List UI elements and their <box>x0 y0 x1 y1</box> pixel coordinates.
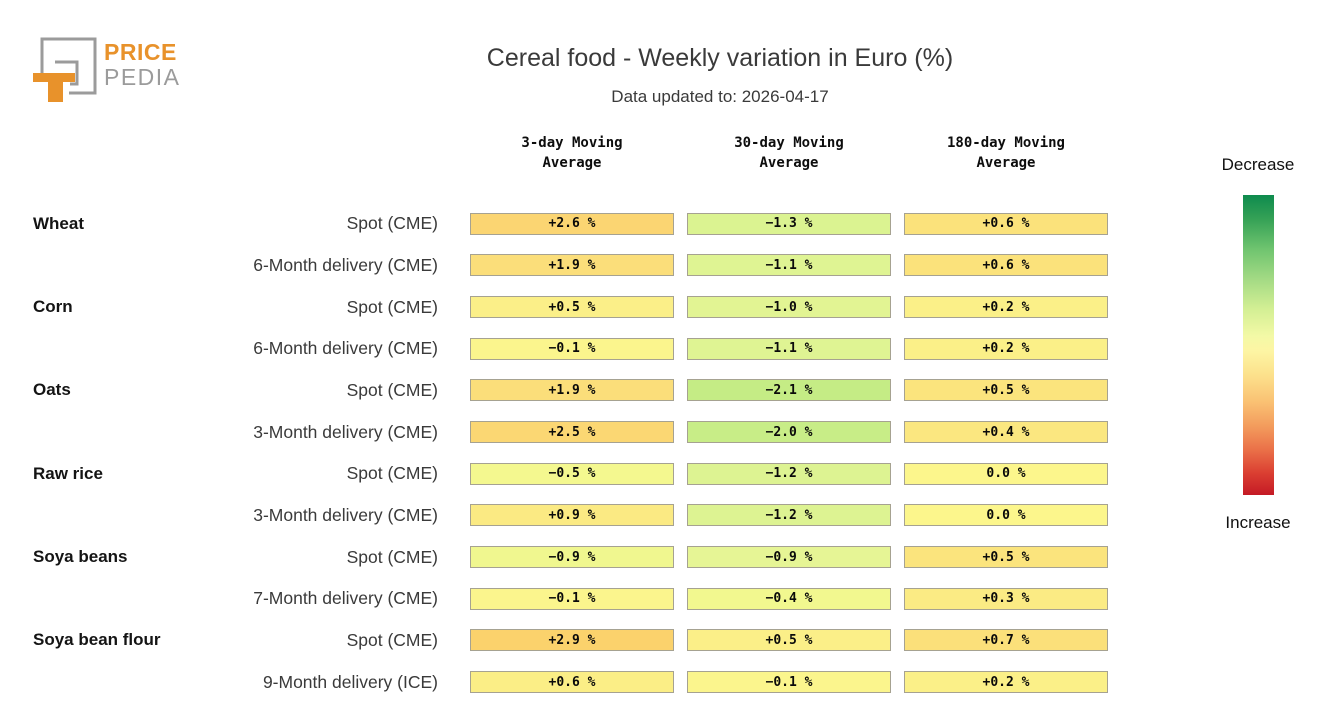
row-label-cell: 7-Month delivery (CME) <box>33 588 457 609</box>
column-headers: 3-day Moving Average 30-day Moving Averag… <box>0 133 1108 173</box>
pricepedia-logo-icon <box>33 37 97 102</box>
heatmap-cell: +1.9 % <box>470 254 674 277</box>
heatmap-cell: 0.0 % <box>904 504 1108 527</box>
contract-label: Spot (CME) <box>346 629 438 650</box>
commodity-group-label: Raw rice <box>33 463 103 483</box>
heatmap-cell: +2.6 % <box>470 212 674 235</box>
row-label-cell: 9-Month delivery (ICE) <box>33 672 457 693</box>
heatmap-cell: +1.9 % <box>470 379 674 402</box>
contract-label: 6-Month delivery (CME) <box>253 338 438 359</box>
row-label-cell: Oats Spot (CME) <box>33 380 457 401</box>
heatmap-cell: 0.0 % <box>904 462 1108 485</box>
heatmap-cell: +0.2 % <box>904 671 1108 694</box>
legend-decrease-label: Decrease <box>1221 155 1295 174</box>
heatmap-cell: +0.6 % <box>904 212 1108 235</box>
heatmap-cell: −0.1 % <box>687 671 891 694</box>
table-row: Raw rice Spot (CME) −0.5 % −1.2 % 0.0 % <box>0 453 1108 495</box>
table-row: Wheat Spot (CME) +2.6 % −1.3 % +0.6 % <box>0 203 1108 245</box>
heatmap-cell: −0.1 % <box>470 587 674 610</box>
row-label-cell: 6-Month delivery (CME) <box>33 338 457 359</box>
heatmap-cell: +2.5 % <box>470 421 674 444</box>
heatmap-cell: −0.4 % <box>687 587 891 610</box>
commodity-group-label: Soya beans <box>33 547 128 567</box>
heatmap-cell: −1.1 % <box>687 337 891 360</box>
heatmap-table: Wheat Spot (CME) +2.6 % −1.3 % +0.6 % 6-Month… <box>0 203 1108 703</box>
contract-label: Spot (CME) <box>346 379 438 400</box>
row-label-cell: Soya beans Spot (CME) <box>33 547 457 568</box>
heatmap-cell: −2.0 % <box>687 421 891 444</box>
row-label-cell: 6-Month delivery (CME) <box>33 255 457 276</box>
heatmap-cell: −0.1 % <box>470 337 674 360</box>
row-label-cell: Raw rice Spot (CME) <box>33 463 457 484</box>
heatmap-cell: +0.9 % <box>470 504 674 527</box>
row-label-cell: Corn Spot (CME) <box>33 297 457 318</box>
chart-title: Cereal food - Weekly variation in Euro (… <box>486 44 954 72</box>
table-row: 3-Month delivery (CME) +2.5 % −2.0 % +0.4 % <box>0 411 1108 453</box>
table-row: 3-Month delivery (CME) +0.9 % −1.2 % 0.0 % <box>0 495 1108 537</box>
chart-subtitle: Data updated to: 2026-04-17 <box>611 87 829 106</box>
contract-label: Spot (CME) <box>346 213 438 234</box>
table-row: 6-Month delivery (CME) −0.1 % −1.1 % +0.2 % <box>0 328 1108 370</box>
table-row: 6-Month delivery (CME) +1.9 % −1.1 % +0.6 % <box>0 245 1108 287</box>
heatmap-cell: +0.5 % <box>904 379 1108 402</box>
column-header-2: 180-day Moving Average <box>946 135 1065 171</box>
heatmap-cell: −1.0 % <box>687 296 891 319</box>
contract-label: 9-Month delivery (ICE) <box>262 671 438 692</box>
heatmap-cell: −1.2 % <box>687 504 891 527</box>
contract-label: Spot (CME) <box>346 296 438 317</box>
contract-label: Spot (CME) <box>346 463 438 484</box>
logo-brand-pedia: PEDIA <box>104 64 181 90</box>
legend-colorbar <box>1243 195 1274 495</box>
logo-brand-price: PRICE <box>104 39 177 65</box>
heatmap-cell: −2.1 % <box>687 379 891 402</box>
heatmap-cell: +0.2 % <box>904 296 1108 319</box>
pricepedia-logo-text: PRICE PEDIA <box>104 40 181 90</box>
column-header-0: 3-day Moving Average <box>521 135 623 171</box>
heatmap-cell: +0.5 % <box>904 546 1108 569</box>
table-row: 9-Month delivery (ICE) +0.6 % −0.1 % +0.2 % <box>0 661 1108 703</box>
row-label-cell: 3-Month delivery (CME) <box>33 505 457 526</box>
commodity-group-label: Soya bean flour <box>33 630 161 650</box>
heatmap-cell: +0.5 % <box>687 629 891 652</box>
heatmap-cell: −0.5 % <box>470 462 674 485</box>
commodity-group-label: Wheat <box>33 213 84 233</box>
legend-increase-label: Increase <box>1225 513 1291 532</box>
contract-label: Spot (CME) <box>346 546 438 567</box>
heatmap-cell: −0.9 % <box>687 546 891 569</box>
heatmap-cell: +0.5 % <box>470 296 674 319</box>
contract-label: 3-Month delivery (CME) <box>253 504 438 525</box>
heatmap-cell: +0.4 % <box>904 421 1108 444</box>
row-label-cell: Wheat Spot (CME) <box>33 213 457 234</box>
row-label-cell: 3-Month delivery (CME) <box>33 422 457 443</box>
table-row: Soya beans Spot (CME) −0.9 % −0.9 % +0.5 % <box>0 536 1108 578</box>
row-label-cell: Soya bean flour Spot (CME) <box>33 630 457 651</box>
heatmap-cell: +0.6 % <box>904 254 1108 277</box>
contract-label: 3-Month delivery (CME) <box>253 421 438 442</box>
table-row: 7-Month delivery (CME) −0.1 % −0.4 % +0.3 % <box>0 578 1108 620</box>
heatmap-cell: −1.2 % <box>687 462 891 485</box>
table-row: Oats Spot (CME) +1.9 % −2.1 % +0.5 % <box>0 370 1108 412</box>
commodity-group-label: Corn <box>33 297 73 317</box>
heatmap-cell: +0.7 % <box>904 629 1108 652</box>
table-row: Corn Spot (CME) +0.5 % −1.0 % +0.2 % <box>0 286 1108 328</box>
commodity-group-label: Oats <box>33 380 71 400</box>
table-row: Soya bean flour Spot (CME) +2.9 % +0.5 % +0.… <box>0 620 1108 662</box>
heatmap-cell: −1.1 % <box>687 254 891 277</box>
contract-label: 7-Month delivery (CME) <box>253 588 438 609</box>
heatmap-cell: −0.9 % <box>470 546 674 569</box>
heatmap-cell: +2.9 % <box>470 629 674 652</box>
contract-label: 6-Month delivery (CME) <box>253 254 438 275</box>
heatmap-cell: +0.3 % <box>904 587 1108 610</box>
column-header-1: 30-day Moving Average <box>734 135 844 171</box>
heatmap-cell: −1.3 % <box>687 212 891 235</box>
heatmap-cell: +0.2 % <box>904 337 1108 360</box>
heatmap-cell: +0.6 % <box>470 671 674 694</box>
